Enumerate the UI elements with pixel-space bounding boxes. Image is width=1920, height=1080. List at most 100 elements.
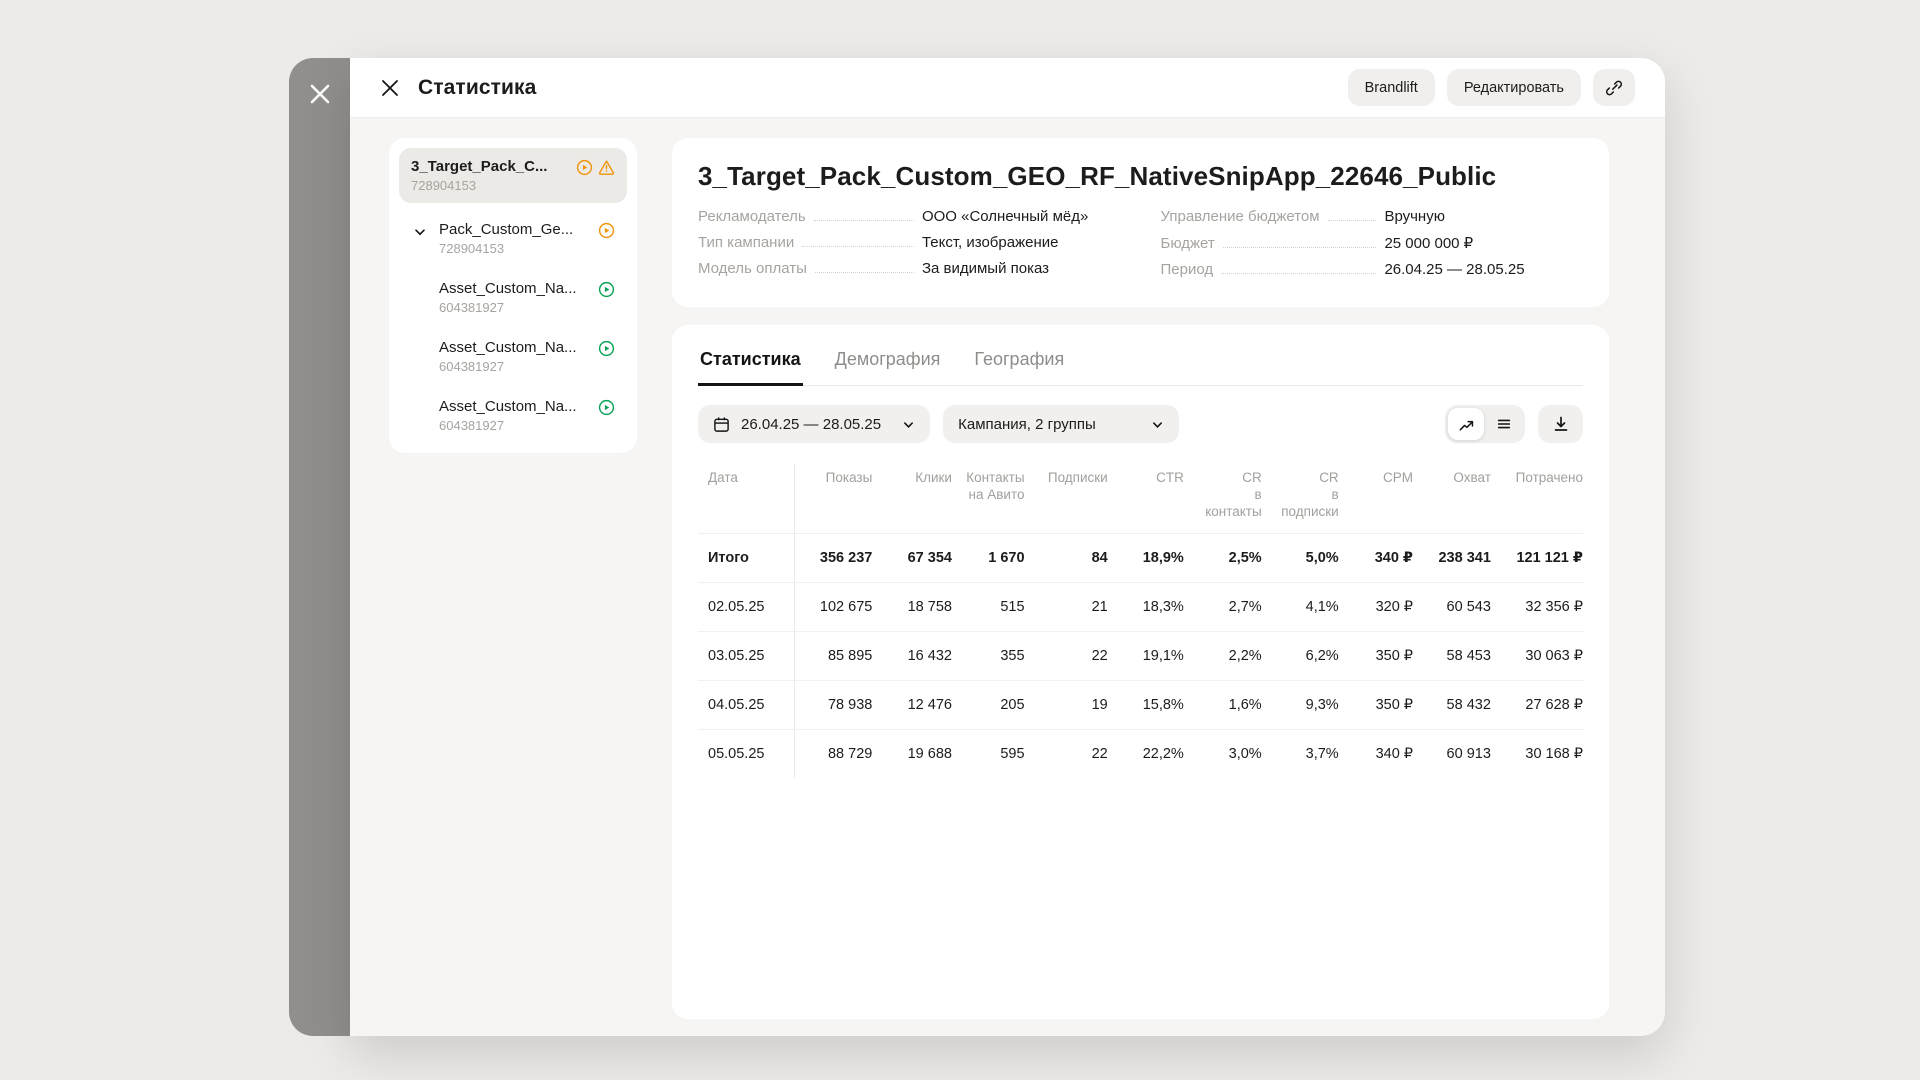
meta-column-right: Управление бюджетом Вручную Бюджет 25 000… (1161, 208, 1584, 287)
tree-item-root-0[interactable]: 3_Target_Pack_C... 728904153 (399, 148, 627, 203)
trend-chart-icon (1458, 416, 1475, 433)
download-icon (1552, 415, 1570, 433)
meta-label: Период (1160, 261, 1214, 278)
download-button[interactable] (1538, 405, 1583, 443)
table-cell: 60 913 (1446, 745, 1491, 762)
table-cell: 04.05.25 (698, 680, 795, 730)
tree-item-asset-2[interactable]: Asset_Custom_Na... 604381927 (399, 270, 627, 325)
meta-row: Рекламодатель ООО «Солнечный мёд» (698, 208, 1121, 225)
status-play-icon (598, 222, 615, 239)
tree-item-text: 3_Target_Pack_C... 728904153 (411, 158, 568, 193)
tab-география[interactable]: География (972, 345, 1066, 386)
table-cell: 3,7% (1305, 745, 1339, 762)
table-cell: 88 729 (827, 745, 873, 762)
table-cell: 30 168 ₽ (1525, 745, 1583, 762)
brandlift-button[interactable]: Brandlift (1347, 69, 1435, 106)
column-header: CPM (1338, 464, 1414, 534)
meta-label: Модель оплаты (698, 260, 807, 277)
campaign-tree: 3_Target_Pack_C... 728904153 Pack_Custom… (389, 138, 637, 453)
table-cell: 05.05.25 (698, 729, 795, 778)
table-view-button[interactable] (1486, 408, 1522, 440)
tree-item-label: 3_Target_Pack_C... (411, 158, 548, 175)
dotted-leader (1327, 220, 1377, 221)
table-cell: 205 (951, 680, 1025, 730)
column-header: Контакты на Авито (951, 464, 1025, 534)
table-cell: 60 543 (1413, 582, 1491, 632)
table-cell: 22 (1091, 745, 1108, 762)
dotted-leader (814, 272, 914, 273)
rows-icon (1496, 416, 1512, 432)
table-controls (1445, 405, 1583, 443)
underlay-close-icon[interactable] (304, 78, 336, 110)
column-header: Потрачено (1490, 464, 1583, 534)
column-header: Подписки (1024, 464, 1108, 534)
meta-value: За видимый показ (921, 260, 1050, 277)
tab-демография[interactable]: Демография (833, 345, 943, 386)
chart-view-button[interactable] (1448, 408, 1484, 440)
group-filter[interactable]: Кампания, 2 группы (943, 405, 1179, 443)
table-cell: 340 ₽ (1338, 533, 1414, 583)
dotted-leader (813, 220, 914, 221)
column-header: Клики (872, 464, 952, 534)
table-cell: 1 670 (951, 533, 1025, 583)
meta-row: Модель оплаты За видимый показ (698, 260, 1121, 277)
table-cell: 356 237 (794, 533, 873, 583)
meta-label: Управление бюджетом (1160, 208, 1320, 225)
header-actions: Brandlift Редактировать (1347, 69, 1635, 106)
tree-item-asset-3[interactable]: Asset_Custom_Na... 604381927 (399, 329, 627, 384)
tree-item-label: Asset_Custom_Na... (439, 339, 577, 356)
edit-button[interactable]: Редактировать (1446, 69, 1581, 106)
table-cell: 9,3% (1261, 680, 1339, 730)
tree-item-id: 604381927 (439, 418, 505, 433)
campaign-title: 3_Target_Pack_Custom_GEO_RF_NativeSnipAp… (698, 161, 1497, 191)
table-cell: 85 895 (794, 631, 873, 681)
meta-value: 26.04.25 — 28.05.25 (1384, 261, 1525, 278)
tree-item-group-1[interactable]: Pack_Custom_Ge... 728904153 (399, 211, 627, 266)
table-cell: 22,2% (1142, 745, 1184, 762)
table-cell: 350 ₽ (1338, 631, 1414, 681)
column-header: CR в контакты (1183, 464, 1262, 534)
warning-icon (598, 159, 615, 176)
meta-column-left: Рекламодатель ООО «Солнечный мёд» Тип кам… (698, 208, 1121, 287)
tree-item-label: Asset_Custom_Na... (439, 280, 577, 297)
table-cell: 19 688 (907, 745, 952, 762)
table-cell: 02.05.25 (698, 582, 795, 632)
table-cell: 4,1% (1261, 582, 1339, 632)
tab-статистика[interactable]: Статистика (698, 345, 803, 386)
tree-item-asset-4[interactable]: Asset_Custom_Na... 604381927 (399, 388, 627, 443)
chevron-down-icon (1151, 418, 1164, 431)
table-cell: 3,0% (1228, 745, 1262, 762)
chevron-down-icon[interactable] (413, 224, 429, 240)
tree-item-id: 728904153 (439, 241, 505, 256)
view-toggle (1445, 405, 1525, 443)
tree-item-label: Asset_Custom_Na... (439, 398, 577, 415)
tree-item-status-icons (598, 222, 615, 239)
table-cell: 2,7% (1183, 582, 1262, 632)
column-header: CR в подписки (1261, 464, 1339, 534)
copy-link-button[interactable] (1593, 69, 1635, 106)
column-header: Охват (1413, 464, 1491, 534)
meta-value: ООО «Солнечный мёд» (921, 208, 1089, 225)
table-cell: 102 675 (794, 582, 873, 632)
tree-item-label: Pack_Custom_Ge... (439, 221, 574, 238)
table-cell: 340 ₽ (1375, 745, 1414, 762)
tree-item-status-icons (598, 281, 615, 298)
status-play-icon (598, 399, 615, 416)
table-cell: 27 628 ₽ (1490, 680, 1583, 730)
table-cell: 21 (1024, 582, 1108, 632)
table-cell: 19 (1024, 680, 1108, 730)
table-cell: 350 ₽ (1338, 680, 1414, 730)
statistics-table: Дата Показы Клики Контакты на Авито Подписки… (698, 464, 1583, 778)
underlay-panel (289, 58, 350, 1036)
meta-row: Управление бюджетом Вручную (1161, 208, 1584, 225)
table-cell: 84 (1024, 533, 1108, 583)
meta-label: Бюджет (1160, 235, 1215, 252)
table-row: 04.05.25 78 938 12 476 205 19 15,8% 1,6% 9,3% 35… (698, 680, 1583, 730)
date-range-picker[interactable]: 26.04.25 — 28.05.25 (698, 405, 931, 443)
close-icon[interactable] (378, 76, 402, 100)
table-cell: 03.05.25 (698, 631, 795, 681)
table-cell: 238 341 (1413, 533, 1491, 583)
table-cell: 16 432 (872, 631, 952, 681)
table-row: 03.05.25 85 895 16 432 355 22 19,1% 2,2% 6,2% 35… (698, 631, 1583, 681)
dotted-leader (1221, 273, 1377, 274)
